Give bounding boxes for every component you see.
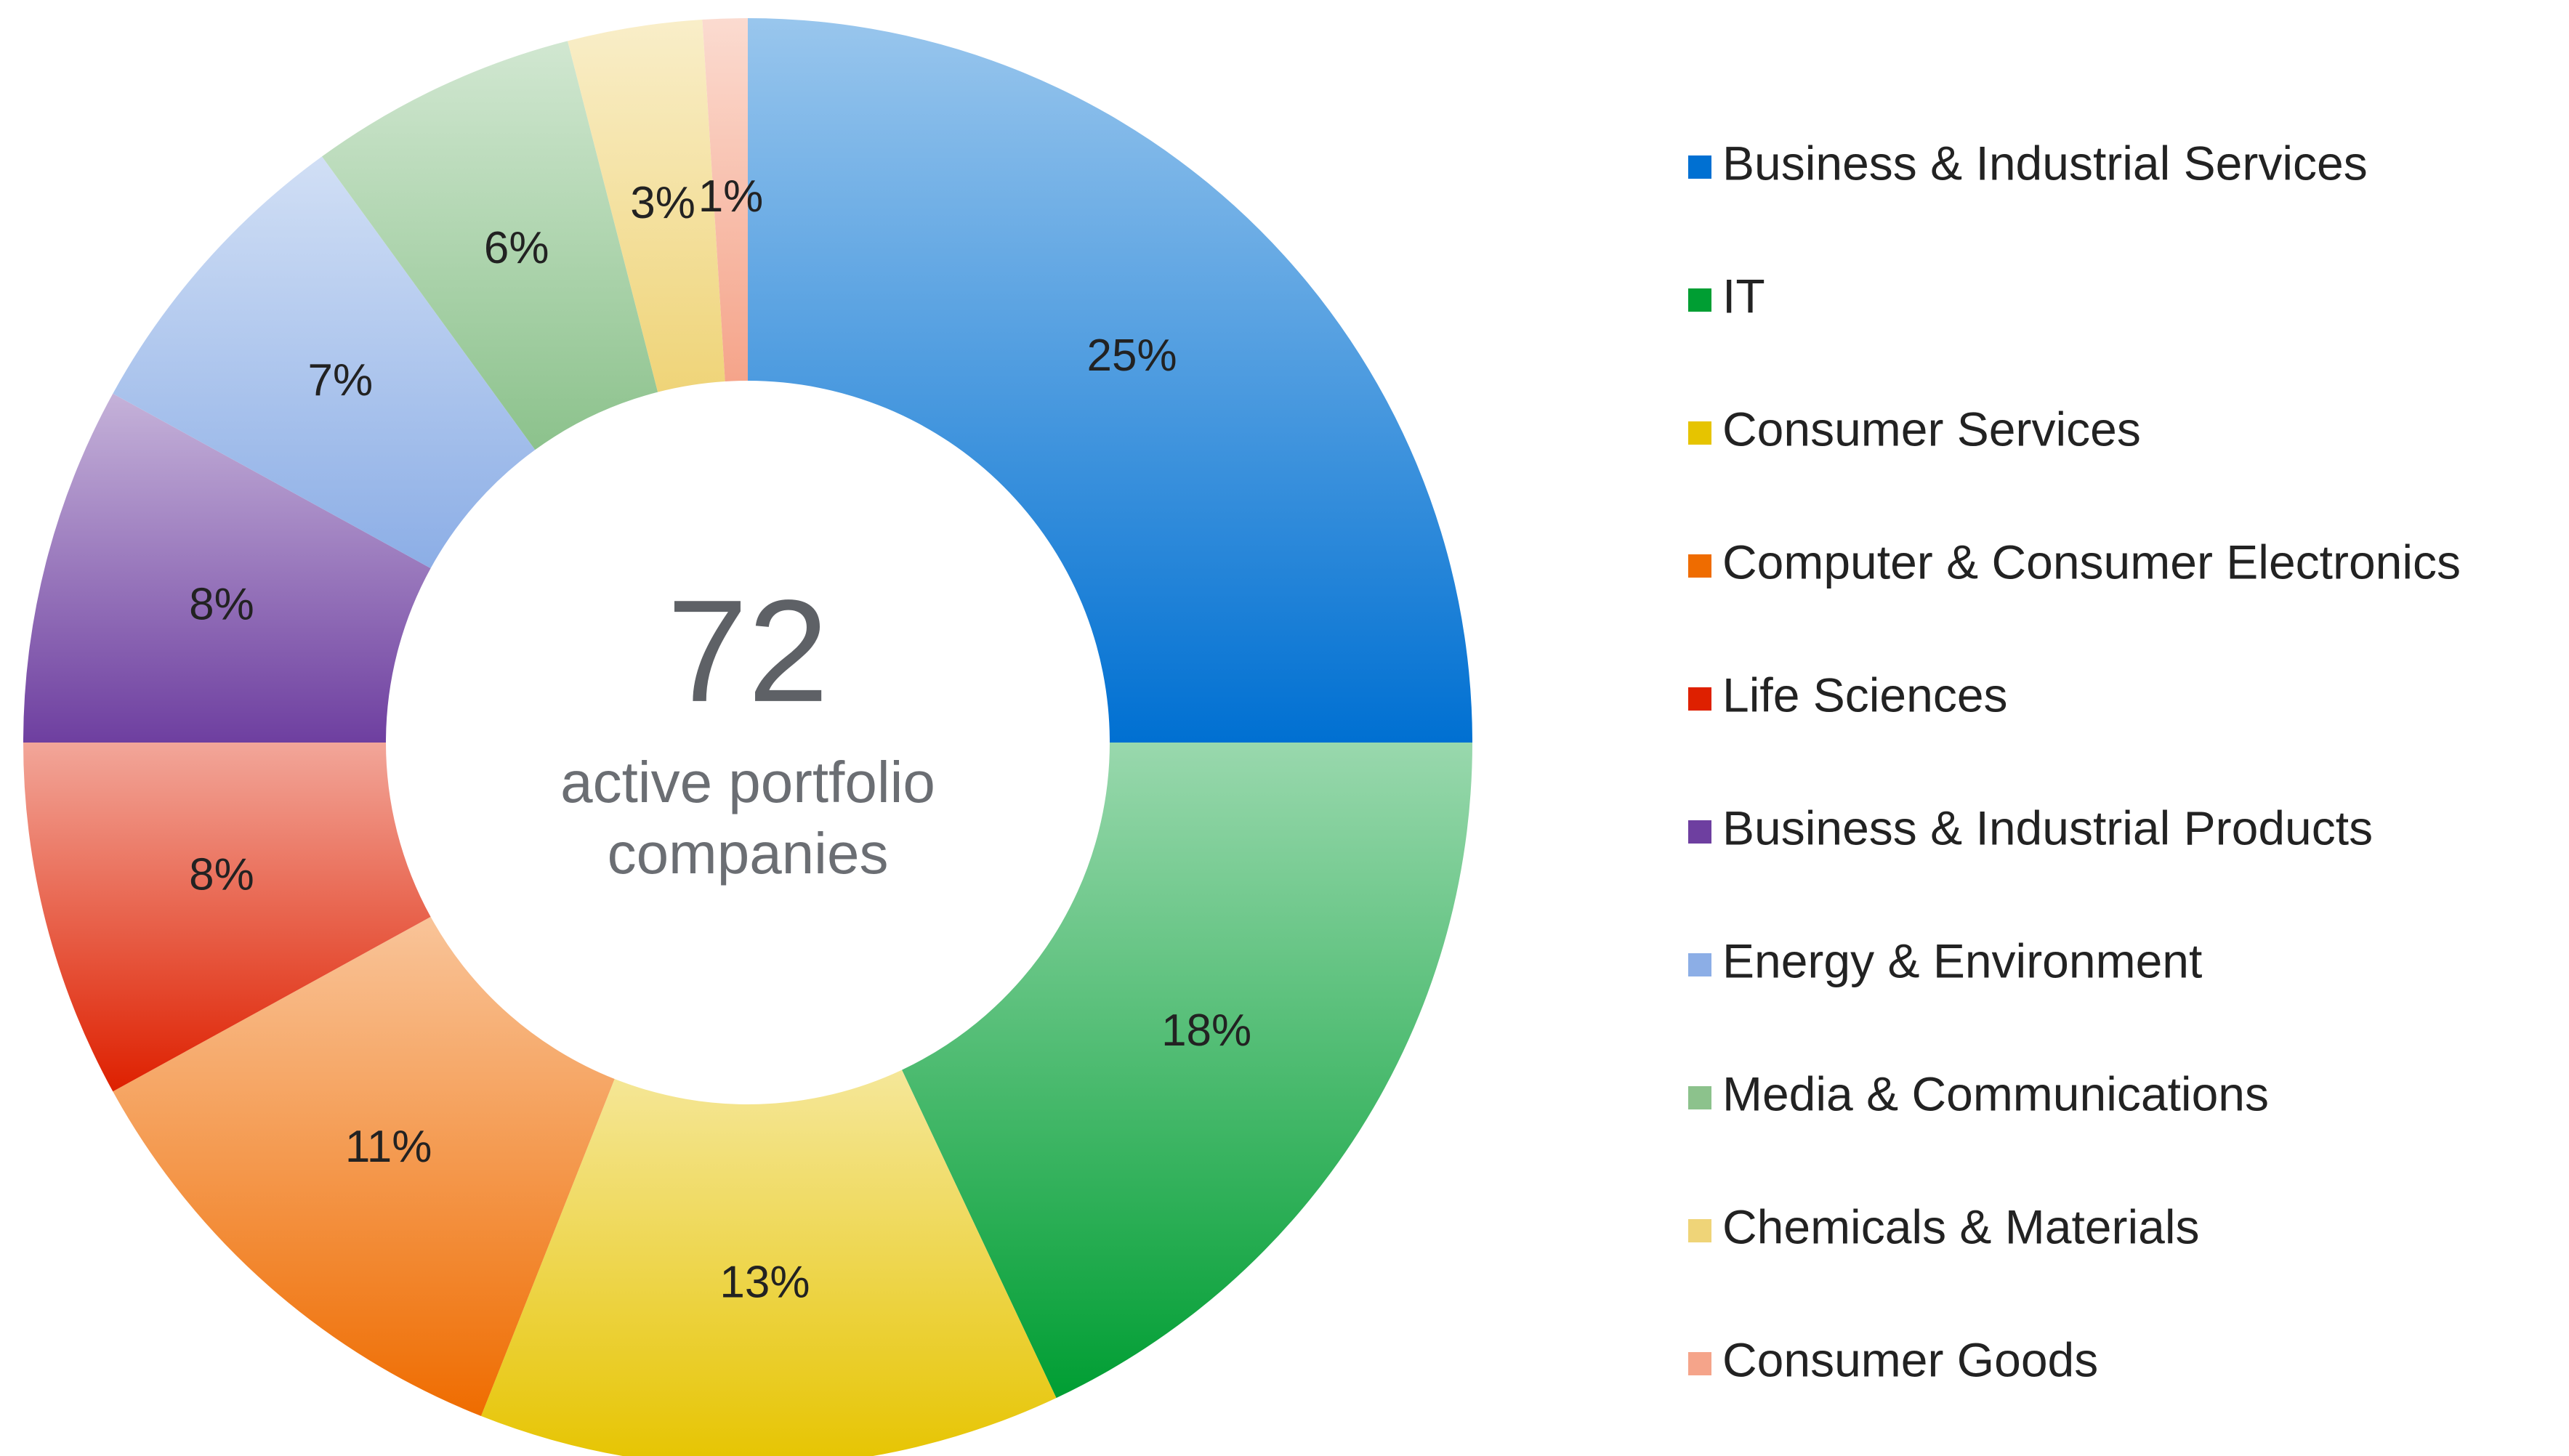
slice [321,41,658,450]
center-value: 72 [667,570,828,732]
data-label: 8% [189,579,254,629]
legend-swatch [1688,421,1711,445]
legend-swatch [1688,155,1711,179]
legend-label: Chemicals & Materials [1722,1200,2200,1253]
legend-label: Computer & Consumer Electronics [1722,535,2461,589]
center-label: companies [608,821,889,886]
legend-label: IT [1722,269,1765,323]
legend-swatch [1688,687,1711,711]
slice [23,743,431,1092]
legend-swatch [1688,554,1711,578]
legend-swatch [1688,1086,1711,1109]
legend-label: Media & Communications [1722,1067,2269,1120]
slice [702,18,748,381]
slice [480,1069,1057,1456]
data-label: 13% [719,1258,810,1308]
legend-swatch [1688,1219,1711,1242]
legend-label: Energy & Environment [1722,934,2202,987]
data-label: 7% [307,355,373,405]
legend-label: Consumer Services [1722,402,2141,456]
data-label: 6% [484,223,549,273]
data-label: 11% [345,1122,432,1172]
legend-swatch [1688,820,1711,844]
slice [23,393,431,743]
legend-label: Business & Industrial Products [1722,801,2373,854]
legend-swatch [1688,953,1711,976]
slice [748,18,1472,743]
legend-label: Business & Industrial Services [1722,136,2368,190]
data-label: 18% [1161,1006,1251,1056]
legend-swatch [1688,1352,1711,1375]
legend-label: Consumer Goods [1722,1332,2098,1386]
slice [113,156,536,569]
data-label: 1% [698,171,764,222]
slice [113,916,615,1416]
legend-swatch [1688,288,1711,312]
center-label: active portfolio [560,750,935,814]
legend-label: Life Sciences [1722,668,2008,721]
slice [902,743,1472,1399]
donut [23,18,1472,1456]
data-label: 8% [189,849,254,899]
data-label: 25% [1087,331,1177,381]
data-label: 3% [630,178,695,228]
slice [568,19,725,392]
